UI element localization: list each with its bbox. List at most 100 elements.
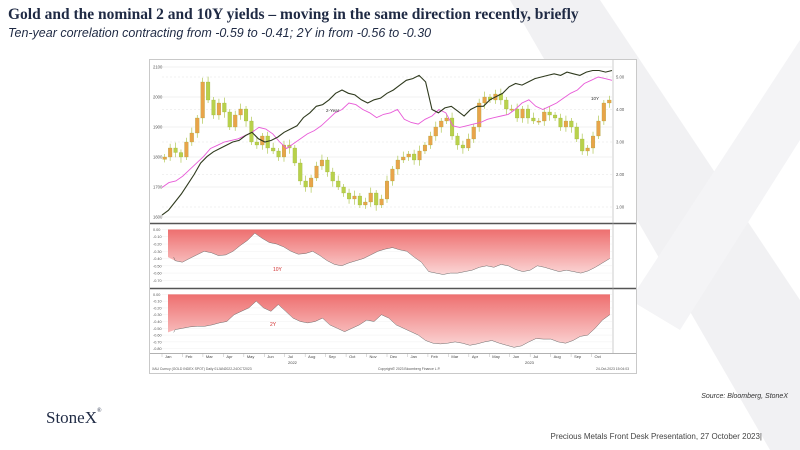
left-tick-label: 1800 xyxy=(153,155,163,160)
candle-body xyxy=(292,147,297,164)
candle-body xyxy=(553,114,558,119)
year-label: 2023 xyxy=(525,360,535,365)
candle-body xyxy=(536,120,541,123)
candle-body xyxy=(460,144,465,149)
x-tick-label: Sep xyxy=(574,354,582,359)
candle-body xyxy=(601,102,606,122)
candle-body xyxy=(520,108,525,119)
candle-body xyxy=(428,135,433,146)
left-tick-label: 1700 xyxy=(153,185,163,190)
x-tick-label: May xyxy=(247,354,255,359)
year-label: 2022 xyxy=(288,360,298,365)
x-tick-label: Jul xyxy=(533,354,538,359)
candle-body xyxy=(515,108,520,119)
candle-body xyxy=(352,195,357,200)
candle-body xyxy=(504,99,509,110)
candle-body xyxy=(368,192,373,203)
right-tick-label: 3.00 xyxy=(616,140,625,145)
candle-body xyxy=(390,168,395,182)
candle-body xyxy=(238,108,243,116)
candle-body xyxy=(422,144,427,152)
corr-tick-label: -0.20 xyxy=(153,243,162,247)
candle-body xyxy=(303,180,308,188)
corr-tick-label: 0.00 xyxy=(153,293,160,297)
candle-body xyxy=(412,153,417,161)
logo-text: StoneX xyxy=(46,408,97,427)
candle-body xyxy=(374,192,379,206)
candle-body xyxy=(395,159,400,170)
x-tick-label: Oct xyxy=(595,354,602,359)
footer-text: Precious Metals Front Desk Presentation,… xyxy=(550,432,762,441)
corr-tick-label: 0.00 xyxy=(153,228,160,232)
candle-body xyxy=(336,180,341,188)
x-tick-label: Jun xyxy=(513,354,519,359)
candle-body xyxy=(222,102,227,113)
candle-body xyxy=(298,162,303,182)
source-note: Source: Bloomberg, StoneX xyxy=(701,393,788,400)
candle-body xyxy=(509,108,514,111)
candle-body xyxy=(401,156,406,161)
candle-body xyxy=(417,150,422,161)
candle-body xyxy=(211,99,216,116)
candle-body xyxy=(439,120,444,128)
left-tick-label: 1900 xyxy=(153,125,163,130)
candle-body xyxy=(341,186,346,194)
candle-body xyxy=(591,135,596,149)
candle-body xyxy=(574,126,579,140)
candle-body xyxy=(233,114,238,128)
corr-line-10y xyxy=(173,232,610,275)
corr-tick-label: -0.70 xyxy=(153,279,162,283)
corr-label-2y: 2Y xyxy=(270,322,277,328)
candle-body xyxy=(227,111,232,128)
x-tick-label: Mar xyxy=(451,354,459,359)
series-line-10y xyxy=(161,76,613,188)
chart-footer-left: XAU Curncy (GOLD INDEX SPOT) Daily 01JAN… xyxy=(152,367,252,371)
candle-body xyxy=(216,102,221,116)
x-tick-label: Oct xyxy=(349,354,356,359)
candle-body xyxy=(330,171,335,182)
chart-container: 1600 1700 1800 1900 2000 2100 1.00 2.00 3.00 4.00… xyxy=(149,59,637,374)
candle-body xyxy=(195,117,200,134)
logo-mark: ® xyxy=(97,408,102,414)
x-tick-label: Jun xyxy=(267,354,273,359)
candle-body xyxy=(444,117,449,122)
candle-body xyxy=(184,141,189,158)
x-tick-label: May xyxy=(492,354,500,359)
x-tick-label: Apr xyxy=(226,354,233,359)
x-tick-label: Sep xyxy=(329,354,337,359)
candle-body xyxy=(168,147,173,158)
right-tick-label: 5.00 xyxy=(616,75,625,80)
corr-tick-label: -0.30 xyxy=(153,250,162,254)
candle-body xyxy=(162,156,167,160)
candle-body xyxy=(363,201,368,206)
corr-tick-label: -0.20 xyxy=(153,306,162,310)
candle-body xyxy=(271,147,276,152)
annotation-10y: 10Y xyxy=(591,96,599,101)
candle-body xyxy=(379,198,384,206)
candle-body xyxy=(357,195,362,206)
candle-body xyxy=(542,111,547,122)
candle-body xyxy=(433,126,438,137)
candle-body xyxy=(173,147,178,153)
candle-body xyxy=(347,192,352,200)
candle-body xyxy=(309,177,314,188)
candle-body xyxy=(466,138,471,149)
candle-body xyxy=(482,96,487,104)
x-tick-label: Aug xyxy=(308,354,315,359)
left-tick-label: 2100 xyxy=(153,65,163,70)
candle-body xyxy=(281,144,286,158)
left-tick-label: 1600 xyxy=(153,215,163,220)
corr-label-10y: 10Y xyxy=(273,267,283,273)
candle-body xyxy=(200,81,205,119)
candle-body xyxy=(563,120,568,128)
corr-tick-label: -0.10 xyxy=(153,235,162,239)
corr-tick-label: -0.30 xyxy=(153,313,162,317)
candle-body xyxy=(471,126,476,140)
candle-body xyxy=(477,102,482,128)
x-tick-label: Dec xyxy=(390,354,397,359)
candle-body xyxy=(569,120,574,128)
corr-tick-label: -0.60 xyxy=(153,334,162,338)
candle-body xyxy=(558,117,563,128)
x-tick-label: Mar xyxy=(206,354,214,359)
candle-body xyxy=(385,180,389,200)
